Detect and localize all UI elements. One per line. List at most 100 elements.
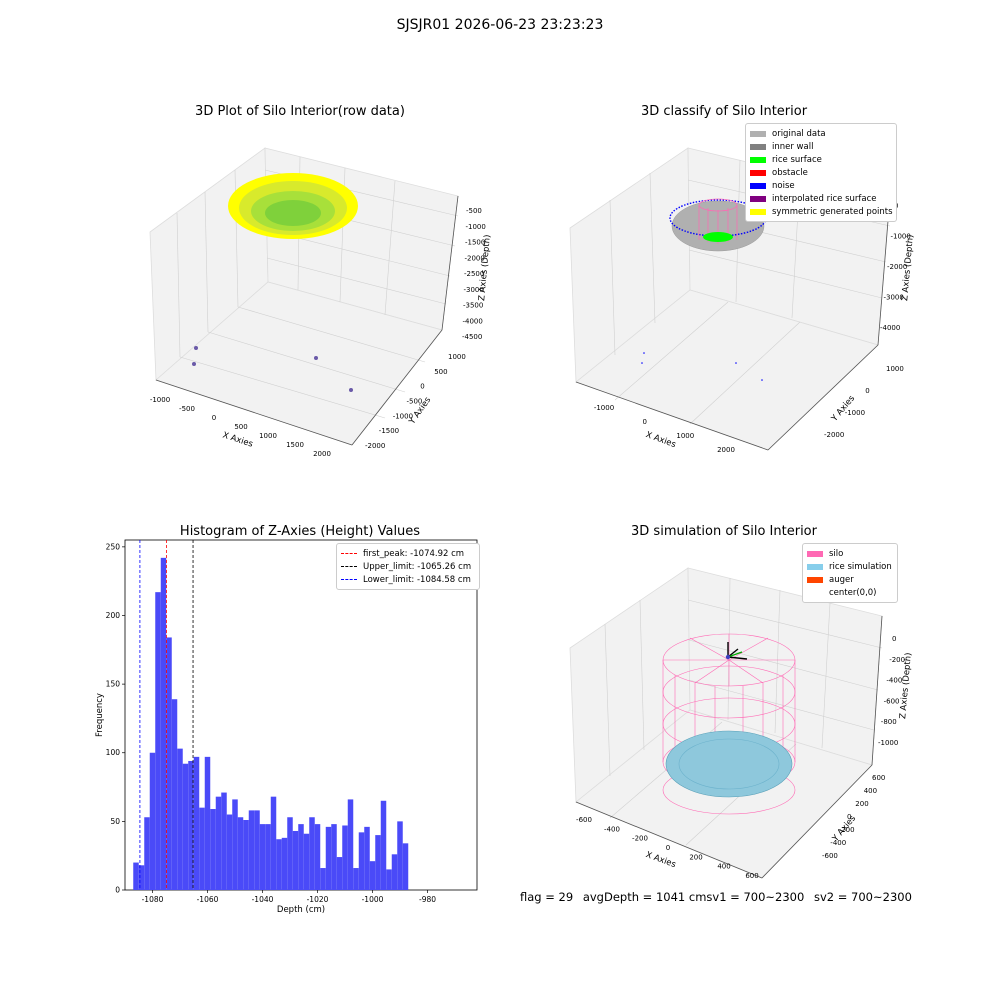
z-tick-labels: -500 -1000 -1500 -2000 -2500 -3000 -3500 -4000 -… [462, 207, 486, 341]
histogram-bar [138, 865, 145, 890]
axis-edges [575, 615, 883, 879]
histogram-bar [347, 799, 354, 890]
x-tick-labels: -1000 -500 0 500 1000 1500 2000 [150, 396, 331, 458]
y-tick-label: -2000 [824, 431, 844, 439]
y-tick-label: 0 [420, 383, 424, 391]
histogram-bar [380, 800, 387, 890]
histogram-bar [221, 792, 227, 890]
y-tick-label: -400 [830, 839, 846, 847]
x-tick-label: 1000 [676, 432, 694, 440]
histogram-bar [281, 837, 288, 890]
histogram-bars [133, 557, 409, 890]
legend-swatch [750, 195, 766, 202]
histogram-bar [314, 824, 321, 890]
legend-line [341, 553, 357, 554]
flag-value: flag = 29 [520, 890, 574, 904]
legend-line [341, 579, 357, 580]
legend-swatch [750, 208, 766, 215]
x-tick-label: 2000 [313, 450, 331, 458]
legend-entry: center(0,0) [807, 586, 893, 599]
y-tick-label: -1500 [379, 427, 399, 435]
histogram-bar [276, 839, 282, 890]
histogram-bar [149, 752, 156, 890]
legend-entry: Upper_limit: -1065.26 cm [341, 560, 475, 573]
z-tick-label: -3500 [463, 302, 483, 310]
legend-swatch [807, 550, 823, 557]
x-tick-label: -1000 [594, 404, 614, 412]
z-tick-label: -3000 [884, 294, 904, 302]
legend-swatch [750, 182, 766, 189]
histogram-bar [177, 748, 183, 890]
legend-entry: obstacle [750, 166, 892, 179]
histogram-bar [215, 796, 222, 890]
z-tick-label: -400 [886, 677, 902, 685]
histogram-bar [287, 817, 293, 890]
rice-simulation-surface [665, 730, 793, 798]
y-tick-label: 200 [106, 611, 121, 620]
histogram-bar [182, 763, 189, 890]
outlier-point [349, 388, 353, 392]
noise-points [641, 352, 763, 381]
noise-point [641, 362, 643, 364]
legend-entry: noise [750, 179, 892, 192]
y-tick-label: 0 [865, 387, 869, 395]
histogram-bar [336, 857, 343, 890]
histogram-bar [369, 861, 376, 890]
classify-3d-plot: -1000 0 1000 2000 1000 0 -1000 -2000 0 -1000 -20… [569, 147, 916, 454]
legend-entry: rice surface [750, 153, 892, 166]
y-tick-labels: 600 400 200 0 -200 -400 -600 [822, 774, 885, 860]
x-tick-label: -1060 [197, 895, 219, 904]
y-tick-label: 50 [110, 817, 120, 826]
legend-swatch [750, 130, 766, 137]
y-tick-label: 0 [847, 813, 851, 821]
x-tick-label: 200 [689, 853, 702, 861]
z-tick-label: -500 [466, 207, 482, 215]
y-tick-label: 500 [434, 368, 447, 376]
histogram-bar [166, 637, 172, 890]
z-tick-label: -1000 [891, 233, 911, 241]
x-tick-label: 0 [212, 414, 216, 422]
legend-entry: first_peak: -1074.92 cm [341, 547, 475, 560]
y-tick-label: 200 [855, 800, 868, 808]
auger-axes [727, 642, 748, 660]
legend-line [341, 566, 357, 567]
z-tick-labels: 0 -200 -400 -600 -800 -1000 [878, 635, 905, 747]
histogram-bar [325, 826, 332, 890]
histogram-bar [292, 830, 299, 890]
histogram-bar [160, 557, 167, 890]
z-tick-label: -4000 [463, 317, 483, 325]
rice-surface [703, 232, 733, 242]
y-tick-label: 0 [115, 886, 120, 895]
legend-entry: Lower_limit: -1084.58 cm [341, 573, 475, 586]
classify-legend: original data inner wall rice surface ob… [745, 123, 897, 222]
z-tick-label: -4500 [462, 333, 482, 341]
noise-point [761, 379, 763, 381]
z-tick-label: -2000 [887, 263, 907, 271]
x-tick-label: -600 [576, 816, 592, 824]
z-tick-label: -2000 [465, 254, 485, 262]
y-tick-label: 1000 [886, 365, 904, 373]
histogram-bar [364, 826, 370, 890]
histogram-bar [375, 835, 381, 890]
histogram-legend: first_peak: -1074.92 cm Upper_limit: -10… [336, 543, 480, 590]
y-tick-label: 250 [106, 542, 121, 551]
outlier-points [192, 346, 353, 392]
histogram-bar [303, 833, 310, 890]
simulation-legend: silo rice simulation auger center(0,0) [802, 543, 898, 603]
z-tick-label: -1500 [465, 239, 485, 247]
z-tick-label: -600 [884, 697, 900, 705]
histogram-bar [320, 868, 326, 890]
x-axis-label: X Axies [644, 430, 677, 450]
y-tick-labels: 0 50 100 150 200 250 [106, 542, 125, 895]
avg-depth-value: avgDepth = 1041 cm [582, 890, 707, 904]
histogram-bar [199, 807, 205, 890]
z-axis-label: Z Axies (Depth) [900, 234, 916, 301]
center-marker [725, 654, 731, 660]
x-tick-label: -1020 [307, 895, 329, 904]
histogram-bar [243, 820, 249, 890]
legend-entry: rice simulation [807, 560, 893, 573]
legend-entry: original data [750, 127, 892, 140]
outlier-point [314, 356, 318, 360]
legend-swatch [807, 563, 823, 570]
